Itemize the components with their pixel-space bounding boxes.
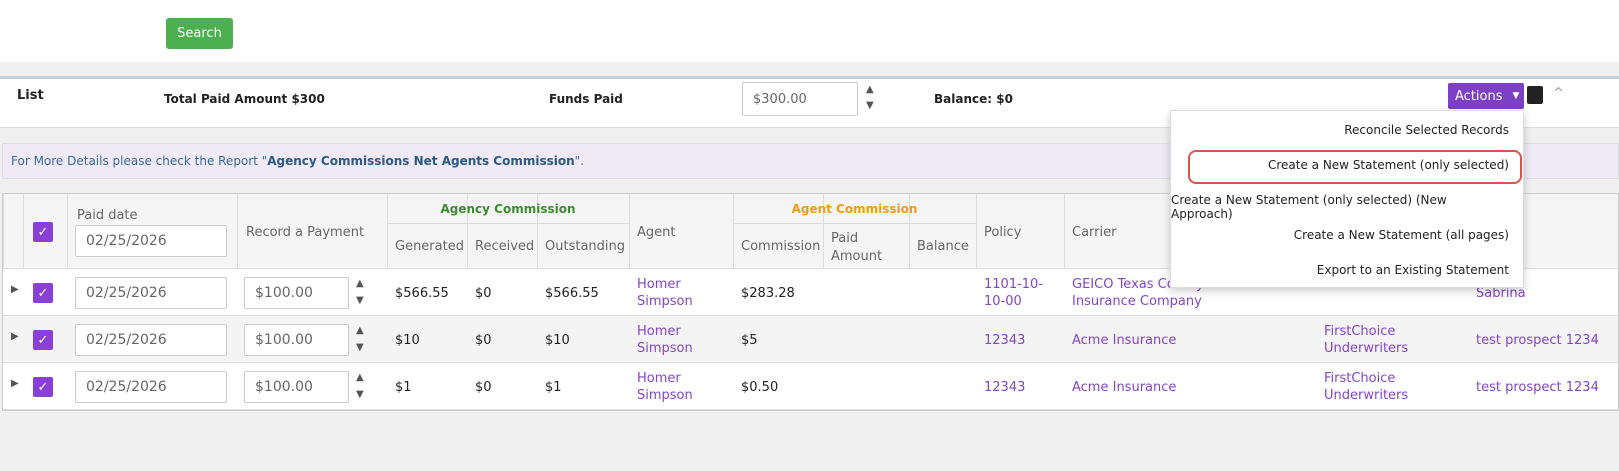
outstanding: $10 [545,332,570,348]
col-divider [909,194,910,269]
header-outstanding: Outstanding [545,239,625,254]
date-input[interactable]: 02/25/2026 [75,371,227,403]
menu-item[interactable]: Export to an Existing Statement [1316,263,1509,277]
actions-menu: Reconcile Selected Records Create a New S… [1170,110,1524,288]
header-record-payment: Record a Payment [246,225,365,240]
list-title: List [17,88,44,103]
group-agent: Agent Commission [791,202,918,216]
notice-suffix: ". [574,154,585,168]
header-generated: Generated [395,239,464,254]
agent-link[interactable]: Homer Simpson [637,324,693,356]
col-divider [67,194,68,269]
agent-link[interactable]: Homer Simpson [637,277,693,309]
report-link[interactable]: Agency Commissions Net Agents Commission [267,154,575,168]
received: $0 [475,285,492,301]
header-paid-date: Paid date [77,208,138,223]
received: $0 [475,332,492,348]
date-input[interactable]: 02/25/2026 [75,324,227,356]
col-divider [976,194,977,269]
policy-link[interactable]: 12343 [984,332,1026,348]
spinner[interactable]: ▲ ▼ [356,325,364,353]
payment-input[interactable]: $100.00 [244,277,349,309]
expand-arrow[interactable]: ▶ [11,331,19,342]
commission: $5 [741,332,758,348]
generated: $10 [395,332,420,348]
group-divider [733,223,976,224]
col-divider [629,194,630,269]
menu-item[interactable]: Create a New Statement (only selected) [1267,158,1509,172]
header-checkbox[interactable]: ✓ [33,222,53,242]
header-date-input[interactable]: 02/25/2026 [75,225,227,257]
notice-text: For More Details please check the Report… [11,154,268,168]
spinner[interactable]: ▲ ▼ [356,372,364,400]
funds-paid-label: Funds Paid [549,92,623,106]
group-agency: Agency Commission [440,202,576,216]
row-checkbox[interactable]: ✓ [33,283,53,303]
header-agent: Agent [637,225,676,240]
contact-link[interactable]: test prospect 1234 [1476,379,1599,395]
col-divider [733,194,734,269]
col-divider [467,194,468,269]
total-paid: Total Paid Amount $300 [164,92,325,106]
payment-input[interactable]: $100.00 [244,324,349,356]
menu-item[interactable]: Create a New Statement (all pages) [1293,228,1509,242]
row-checkbox[interactable]: ✓ [33,377,53,397]
generated: $1 [395,379,412,395]
spinner[interactable]: ▲ ▼ [866,84,874,111]
highlight-box [1188,150,1522,184]
header-carrier: Carrier [1072,225,1117,240]
agent-link[interactable]: Homer Simpson [637,371,693,403]
collapse-icon[interactable]: ^ [1553,86,1564,101]
col-divider [537,194,538,269]
menu-item[interactable]: Reconcile Selected Records [1344,123,1509,137]
outstanding: $566.55 [545,285,599,301]
search-button[interactable]: Search [166,18,233,49]
expand-arrow[interactable]: ▶ [11,378,19,389]
menu-item[interactable]: Create a New Statement (only selected) (… [1171,193,1447,221]
header-balance: Balance [917,239,969,254]
received: $0 [475,379,492,395]
date-input[interactable]: 02/25/2026 [75,277,227,309]
header-received: Received [475,239,535,254]
balance: Balance: $0 [934,92,1013,106]
row-checkbox[interactable]: ✓ [33,330,53,350]
policy-link[interactable]: 1101-10-10-00 [984,277,1044,309]
policy-link[interactable]: 12343 [984,379,1026,395]
col-divider [823,194,824,269]
payment-input[interactable]: $100.00 [244,371,349,403]
commission: $0.50 [741,379,779,395]
carrier-link[interactable]: Acme Insurance [1072,332,1177,348]
carrier-link[interactable]: Acme Insurance [1072,379,1177,395]
commission: $283.28 [741,285,795,301]
group-divider [387,223,629,224]
col-divider [1064,194,1065,269]
actions-button[interactable]: Actions ▼ [1448,83,1524,109]
generated: $566.55 [395,285,449,301]
contact-link[interactable]: test prospect 1234 [1476,332,1599,348]
contact-link[interactable]: Sabrina [1476,285,1526,301]
spinner[interactable]: ▲ ▼ [356,278,364,306]
search-bar [0,0,1619,62]
header-paid-amount: Paid Amount [831,231,883,264]
outstanding: $1 [545,379,562,395]
actions-label: Actions [1455,88,1503,104]
export-icon[interactable] [1527,86,1543,104]
caret: ▼ [1512,91,1520,101]
header-commission: Commission [741,239,821,254]
col-divider [237,194,238,269]
expand-arrow[interactable]: ▶ [11,284,19,295]
col-divider [23,194,24,269]
funds-paid-input[interactable]: $300.00 [742,82,858,116]
col-divider [3,194,4,269]
header-policy: Policy [984,225,1022,240]
underwriter-link[interactable]: FirstChoice Underwriters [1324,324,1409,356]
col-divider [387,194,388,269]
underwriter-link[interactable]: FirstChoice Underwriters [1324,371,1409,403]
